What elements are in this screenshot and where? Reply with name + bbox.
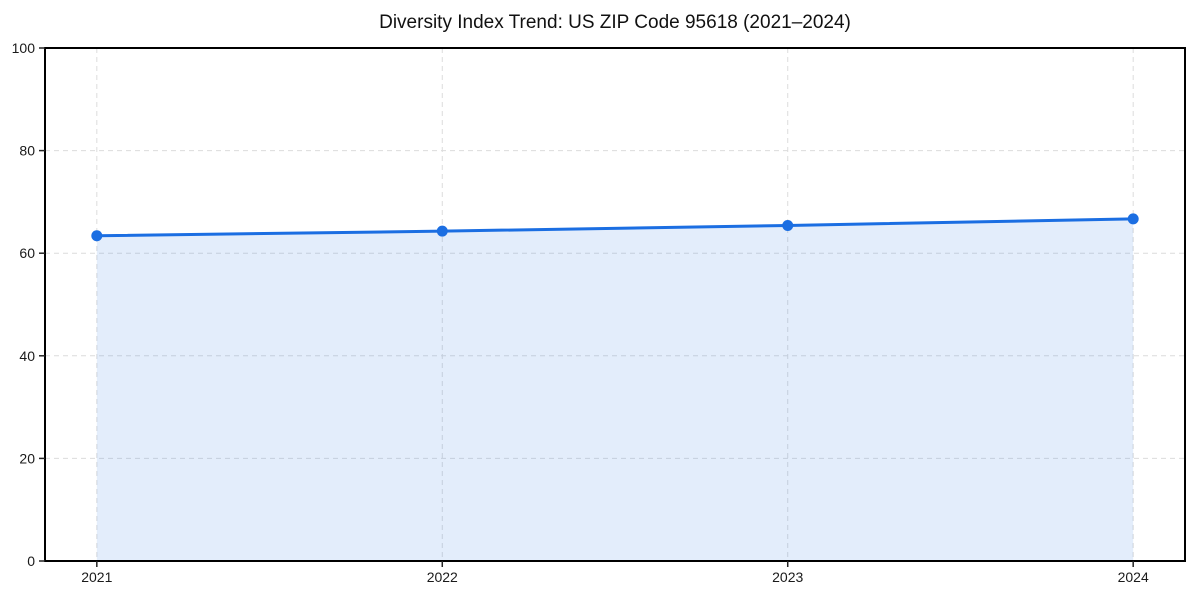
data-point-marker-2024: [1127, 213, 1139, 225]
x-tick-label: 2023: [772, 569, 803, 585]
y-tick-label: 60: [19, 245, 35, 261]
y-tick-label: 80: [19, 143, 35, 159]
chart-title: Diversity Index Trend: US ZIP Code 95618…: [379, 12, 851, 33]
area-fill: [96, 218, 1134, 562]
y-tick-label: 0: [27, 553, 35, 569]
data-point-marker-2021: [91, 230, 103, 242]
x-tick-label: 2021: [81, 569, 112, 585]
data-point-marker-2022: [436, 225, 448, 237]
axis-ticks: [39, 47, 1134, 567]
axis-tick-labels: 0 20 40 60 80 100 2021 2022 2023 2024: [12, 40, 1149, 585]
y-tick-label: 20: [19, 450, 35, 466]
y-tick-label: 40: [19, 348, 35, 364]
x-tick-label: 2024: [1118, 569, 1149, 585]
y-tick-label: 100: [12, 40, 36, 56]
x-tick-label: 2022: [427, 569, 458, 585]
plot-border: [44, 47, 1186, 562]
trend-line: [95, 217, 1135, 238]
data-point-marker-2023: [782, 219, 794, 231]
